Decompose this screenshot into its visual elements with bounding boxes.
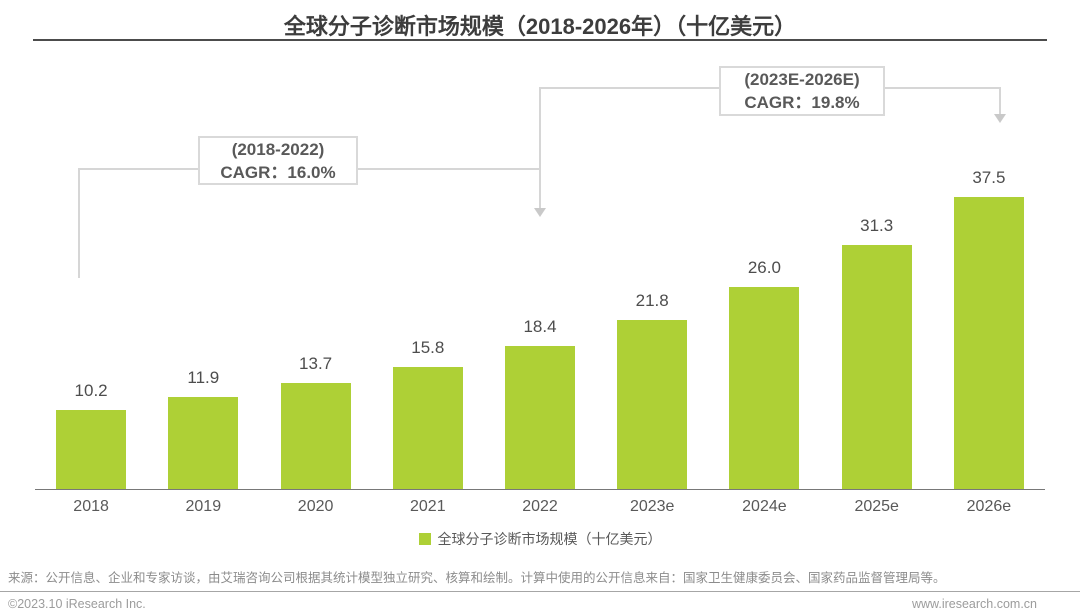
bar-value-label-2018: 10.2 bbox=[74, 381, 108, 400]
cagr1-connector-right-horizontal bbox=[358, 168, 540, 170]
bar-2023e bbox=[617, 320, 688, 489]
bar-2020 bbox=[280, 383, 351, 489]
source-note: 来源：公开信息、企业和专家访谈，由艾瑞咨询公司根据其统计模型独立研究、核算和绘制… bbox=[8, 571, 946, 585]
cagr-box-2023e-2026e: (2023E-2026E) CAGR：19.8% bbox=[719, 66, 885, 116]
bar-2019 bbox=[168, 397, 239, 489]
bar-value-label-2019: 11.9 bbox=[187, 368, 220, 387]
bar-value-label-2021: 15.8 bbox=[411, 338, 445, 357]
x-tick-label-2025e: 2025e bbox=[854, 498, 899, 515]
bar-value-label-2023e: 21.8 bbox=[635, 291, 669, 310]
bar-value-label-2026e: 37.5 bbox=[972, 168, 1006, 187]
cagr1-connector-left-horizontal bbox=[78, 168, 198, 170]
x-tick-label-2021: 2021 bbox=[410, 498, 446, 515]
bar-2018 bbox=[56, 410, 127, 489]
bar-2025e bbox=[841, 245, 912, 489]
x-axis-line bbox=[35, 489, 1045, 490]
x-tick-label-2022: 2022 bbox=[522, 498, 558, 515]
x-tick-label-2026e: 2026e bbox=[966, 498, 1012, 515]
bar-value-label-2020: 13.7 bbox=[299, 354, 333, 373]
cagr1-connector-left-vertical bbox=[78, 168, 80, 278]
bar-value-label-2025e: 31.3 bbox=[860, 216, 894, 235]
footer-website: www.iresearch.com.cn bbox=[911, 597, 1037, 611]
cagr-value-label: CAGR：19.8% bbox=[744, 93, 860, 112]
x-tick-label-2023e: 2023e bbox=[629, 498, 675, 515]
footer-divider bbox=[0, 591, 1080, 592]
legend: 全球分子诊断市场规模（十亿美元） bbox=[0, 529, 1080, 549]
legend-swatch-icon bbox=[418, 533, 431, 545]
x-tick-label-2019: 2019 bbox=[185, 498, 222, 515]
x-tick-label-2024e: 2024e bbox=[742, 498, 787, 515]
bar-value-label-2024e: 26.0 bbox=[747, 258, 781, 277]
cagr-value-label: CAGR：16.0% bbox=[220, 162, 336, 182]
chart-title: 全球分子诊断市场规模（2018-2026年）（十亿美元） bbox=[283, 14, 797, 39]
arrow-down-icon-2022 bbox=[534, 208, 546, 217]
bar-value-label-2022: 18.4 bbox=[523, 317, 557, 336]
arrow-down-icon-2026e bbox=[994, 114, 1006, 123]
bar-2026e bbox=[953, 197, 1024, 489]
title-underline bbox=[33, 39, 1047, 41]
bar-2022 bbox=[505, 346, 575, 489]
cagr-box-2018-2022: (2018-2022) CAGR：16.0% bbox=[198, 136, 358, 185]
legend-label: 全球分子诊断市场规模（十亿美元） bbox=[437, 531, 662, 547]
cagr-mid-vertical-line bbox=[539, 87, 541, 209]
cagr2-connector-right-vertical bbox=[999, 87, 1001, 115]
footer-copyright: ©2023.10 iResearch Inc. bbox=[8, 597, 146, 611]
bar-2024e bbox=[729, 287, 800, 489]
x-tick-label-2020: 2020 bbox=[297, 498, 334, 515]
cagr2-connector-right-horizontal bbox=[883, 87, 1000, 89]
cagr2-connector-left-horizontal bbox=[540, 87, 719, 89]
bar-2021 bbox=[392, 367, 463, 489]
cagr-period-label: (2018-2022) bbox=[231, 139, 325, 159]
x-tick-label-2018: 2018 bbox=[73, 498, 109, 515]
cagr-period-label: (2023E-2026E) bbox=[744, 70, 860, 89]
